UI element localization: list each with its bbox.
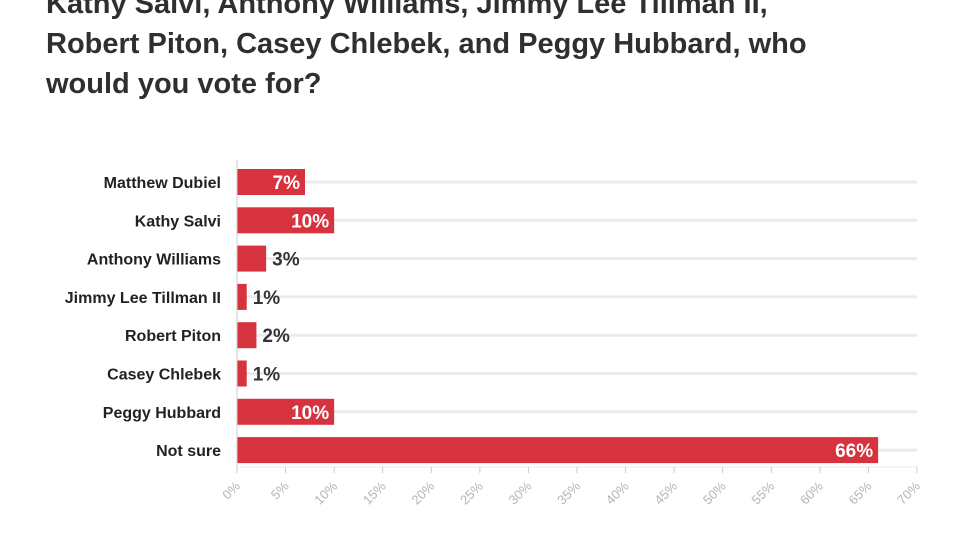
gridlines bbox=[237, 180, 917, 452]
chart-title-line: Robert Piton, Casey Chlebek, and Peggy H… bbox=[46, 28, 807, 60]
category-label: Matthew Dubiel bbox=[104, 175, 221, 192]
chart-title-line: would you vote for? bbox=[46, 68, 322, 100]
value-label: 66% bbox=[835, 441, 873, 462]
x-tick-label: 60% bbox=[797, 478, 826, 507]
x-tick-label: 65% bbox=[846, 478, 875, 507]
x-tick-label: 20% bbox=[408, 478, 437, 507]
category-label: Peggy Hubbard bbox=[103, 405, 221, 422]
category-label: Jimmy Lee Tillman II bbox=[65, 290, 221, 307]
x-tick-label: 45% bbox=[651, 478, 680, 507]
value-label: 7% bbox=[273, 173, 301, 194]
category-label: Anthony Williams bbox=[87, 252, 221, 269]
x-tick-label: 35% bbox=[554, 478, 583, 507]
bar bbox=[237, 245, 267, 272]
bar bbox=[237, 322, 257, 349]
bars: Matthew Dubiel 7% Kathy Salvi 10% Anthony Wi… bbox=[65, 169, 879, 464]
bar bbox=[237, 207, 335, 234]
x-tick-label: 30% bbox=[506, 478, 535, 507]
chart-title: Kathy Salvi, Anthony Williams, Jimmy Lee… bbox=[46, 0, 946, 104]
x-tick-label: 0% bbox=[219, 478, 243, 502]
bar bbox=[237, 169, 305, 195]
value-label: 10% bbox=[291, 403, 329, 424]
x-tick-label: 10% bbox=[311, 478, 340, 507]
bar bbox=[237, 437, 879, 464]
x-tick-label: 15% bbox=[360, 478, 389, 507]
value-label: 1% bbox=[253, 288, 281, 309]
bar bbox=[237, 360, 247, 387]
category-label: Not sure bbox=[156, 443, 221, 460]
value-label: 1% bbox=[253, 365, 281, 386]
x-tick-label: 70% bbox=[894, 478, 923, 507]
value-label: 10% bbox=[291, 211, 329, 232]
x-tick-label: 25% bbox=[457, 478, 486, 507]
x-tick-label: 55% bbox=[748, 478, 777, 507]
chart-title-line: Kathy Salvi, Anthony Williams, Jimmy Lee… bbox=[46, 0, 768, 20]
x-tick-label: 40% bbox=[603, 478, 632, 507]
bar bbox=[237, 398, 335, 425]
value-label: 3% bbox=[272, 250, 300, 271]
bar bbox=[237, 283, 247, 310]
value-label: 2% bbox=[262, 326, 290, 347]
category-label: Casey Chlebek bbox=[107, 367, 221, 384]
category-label: Kathy Salvi bbox=[135, 213, 221, 230]
x-tick-label: 5% bbox=[268, 478, 292, 502]
category-label: Robert Piton bbox=[125, 328, 221, 345]
x-tick-label: 50% bbox=[700, 478, 729, 507]
